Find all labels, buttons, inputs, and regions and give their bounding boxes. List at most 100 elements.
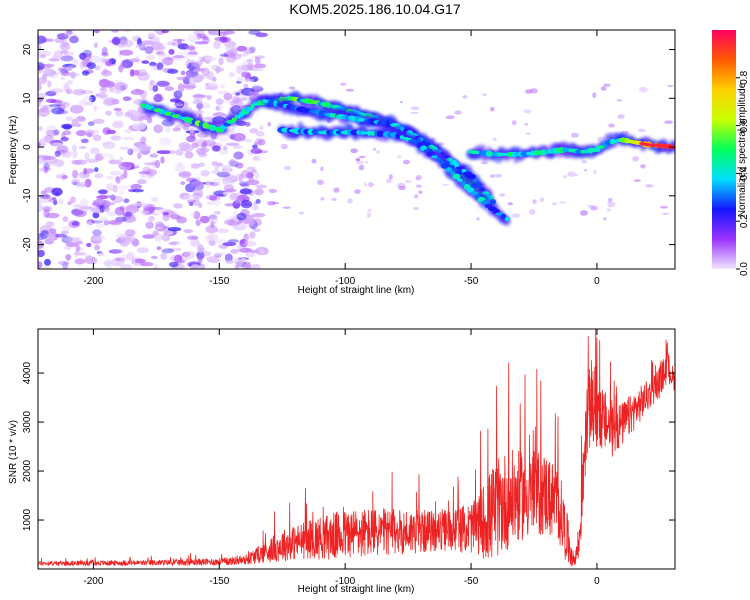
noise-blob bbox=[71, 179, 80, 186]
noise-blob bbox=[173, 203, 183, 209]
ridge-blob bbox=[562, 147, 569, 153]
noise-blob bbox=[38, 195, 46, 204]
noise-blob bbox=[186, 50, 199, 58]
noise-blob bbox=[194, 41, 208, 45]
noise-blob bbox=[56, 33, 69, 40]
noise-blob bbox=[142, 234, 156, 239]
snr-xtick-label: -150 bbox=[209, 576, 229, 587]
noise-blob bbox=[74, 258, 86, 265]
noise-blob bbox=[62, 225, 72, 231]
noise-blob bbox=[246, 166, 256, 170]
noise-blob bbox=[418, 190, 423, 194]
heatmap-xtick-label: -150 bbox=[209, 276, 229, 287]
heatmap-xtick-label: -200 bbox=[83, 276, 103, 287]
noise-blob bbox=[187, 51, 198, 55]
noise-blob bbox=[255, 131, 265, 137]
noise-blob bbox=[221, 37, 231, 43]
noise-blob bbox=[664, 120, 673, 124]
noise-blob bbox=[198, 162, 205, 168]
noise-blob bbox=[210, 215, 218, 224]
noise-blob bbox=[252, 154, 262, 162]
noise-blob bbox=[243, 233, 249, 242]
noise-blob bbox=[195, 147, 207, 155]
noise-blob bbox=[180, 181, 186, 186]
noise-blob bbox=[76, 159, 82, 163]
snr-ytick-label: 1000 bbox=[22, 508, 33, 531]
heatmap-ytick-label: -20 bbox=[22, 237, 33, 252]
noise-blob bbox=[172, 55, 185, 59]
snr-xtick-label: -200 bbox=[83, 576, 103, 587]
noise-blob bbox=[170, 255, 180, 262]
noise-blob bbox=[38, 83, 42, 91]
noise-blob bbox=[133, 162, 140, 169]
noise-blob bbox=[45, 129, 59, 137]
noise-blob bbox=[102, 141, 116, 150]
noise-blob bbox=[219, 53, 229, 57]
heatmap-xtick-label: -50 bbox=[464, 276, 479, 287]
noise-blob bbox=[86, 242, 92, 248]
noise-blob bbox=[529, 209, 536, 215]
noise-blob bbox=[165, 127, 171, 133]
noise-blob bbox=[208, 181, 220, 187]
noise-blob bbox=[150, 36, 160, 44]
noise-blob bbox=[241, 64, 254, 71]
noise-blob bbox=[97, 92, 107, 99]
noise-blob bbox=[42, 266, 51, 269]
noise-blob bbox=[145, 168, 158, 176]
noise-blob bbox=[152, 230, 159, 236]
noise-blob bbox=[117, 185, 129, 191]
noise-blob bbox=[149, 153, 158, 158]
noise-blob bbox=[60, 136, 69, 142]
noise-blob bbox=[253, 156, 260, 161]
noise-blob bbox=[190, 238, 200, 247]
noise-blob bbox=[156, 150, 171, 155]
noise-blob bbox=[97, 189, 108, 195]
noise-blob bbox=[237, 53, 248, 57]
noise-blob bbox=[53, 142, 64, 147]
ridge-blob bbox=[479, 187, 486, 192]
noise-blob bbox=[253, 141, 259, 146]
noise-blob bbox=[130, 183, 142, 190]
noise-blob bbox=[42, 155, 56, 160]
noise-blob bbox=[365, 161, 369, 164]
noise-blob bbox=[168, 261, 179, 268]
noise-blob bbox=[255, 32, 268, 38]
noise-blob bbox=[178, 142, 191, 151]
noise-blob bbox=[192, 94, 206, 98]
noise-blob bbox=[105, 183, 114, 192]
colorbar-tick-label: 0.0 bbox=[739, 262, 750, 276]
colorbar-tick-label: 0.6 bbox=[739, 118, 750, 132]
noise-blob bbox=[415, 184, 422, 188]
noise-blob bbox=[58, 260, 70, 266]
noise-blob bbox=[162, 56, 174, 66]
noise-blob bbox=[236, 244, 247, 253]
noise-blob bbox=[225, 45, 237, 53]
noise-blob bbox=[38, 43, 42, 51]
noise-blob bbox=[208, 31, 213, 36]
noise-blob bbox=[178, 170, 192, 179]
noise-blob bbox=[139, 262, 154, 267]
ridge-blob bbox=[511, 151, 518, 158]
noise-blob bbox=[240, 183, 250, 188]
noise-blob bbox=[227, 239, 239, 243]
noise-blob bbox=[190, 264, 201, 269]
noise-blob bbox=[109, 170, 122, 176]
noise-blob bbox=[227, 215, 239, 225]
noise-blob bbox=[38, 70, 47, 74]
noise-blob bbox=[282, 206, 291, 209]
noise-blob bbox=[49, 88, 64, 94]
noise-blob bbox=[251, 204, 260, 211]
noise-blob bbox=[71, 221, 80, 227]
noise-blob bbox=[232, 258, 243, 264]
noise-blob bbox=[233, 151, 244, 160]
noise-blob bbox=[113, 107, 122, 112]
noise-blob bbox=[153, 30, 160, 33]
noise-blob bbox=[80, 138, 89, 144]
noise-blob bbox=[160, 252, 168, 260]
noise-blob bbox=[102, 81, 116, 88]
noise-blob bbox=[214, 162, 220, 171]
noise-blob bbox=[367, 209, 372, 212]
noise-blob bbox=[43, 165, 49, 174]
noise-blob bbox=[251, 212, 266, 218]
noise-blob bbox=[243, 49, 254, 55]
